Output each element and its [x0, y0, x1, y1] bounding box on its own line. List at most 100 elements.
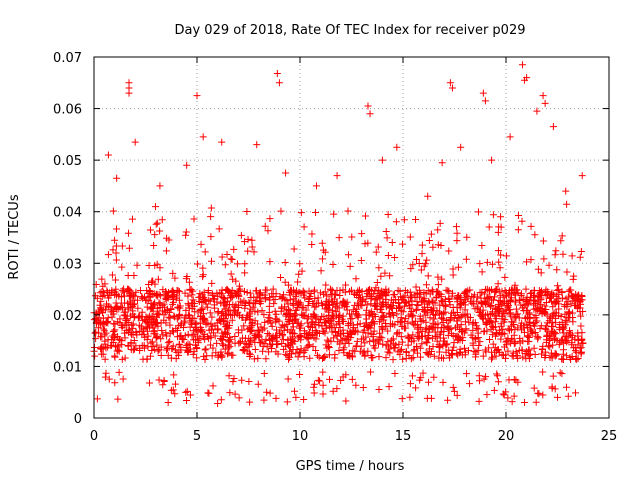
data-point	[433, 293, 441, 301]
data-point	[112, 249, 120, 257]
data-point	[166, 314, 174, 322]
data-point	[95, 329, 103, 337]
data-point	[335, 234, 343, 242]
data-point	[226, 389, 234, 397]
data-point	[397, 307, 405, 315]
data-point	[194, 260, 202, 268]
data-point	[311, 312, 319, 320]
data-point	[182, 388, 190, 396]
data-point	[515, 314, 523, 322]
data-point	[514, 324, 522, 332]
data-point	[494, 228, 502, 236]
data-point	[393, 143, 401, 151]
data-point	[420, 307, 428, 315]
data-point	[450, 387, 458, 395]
data-point	[228, 255, 236, 263]
data-point	[445, 317, 453, 325]
data-point	[464, 287, 472, 295]
data-point	[250, 248, 258, 256]
data-point	[183, 161, 191, 169]
data-point	[542, 322, 550, 330]
data-point	[407, 265, 415, 273]
data-point	[506, 297, 514, 305]
data-point	[573, 302, 581, 310]
data-point	[440, 334, 448, 342]
data-point	[129, 324, 137, 332]
data-point	[342, 303, 350, 311]
data-point	[331, 295, 339, 303]
data-point	[169, 328, 177, 336]
data-point	[275, 79, 283, 87]
data-point	[477, 299, 485, 307]
data-point	[521, 76, 529, 84]
data-point	[151, 203, 159, 211]
data-point	[476, 260, 484, 268]
data-point	[439, 315, 447, 323]
data-point	[340, 349, 348, 357]
data-point	[549, 372, 557, 380]
data-point	[429, 343, 437, 351]
data-point	[407, 293, 415, 301]
y-tick-label: 0	[74, 412, 82, 427]
data-point	[130, 336, 138, 344]
data-point	[435, 354, 443, 362]
data-point	[111, 326, 119, 334]
data-point	[538, 345, 546, 353]
data-point	[374, 286, 382, 294]
data-point	[423, 256, 431, 264]
data-point	[415, 293, 423, 301]
data-point	[152, 220, 160, 228]
data-point	[429, 243, 437, 251]
data-point	[495, 329, 503, 337]
data-point	[461, 348, 469, 356]
data-point	[213, 289, 221, 297]
data-point	[208, 279, 216, 287]
data-point	[312, 335, 320, 343]
data-point	[548, 384, 556, 392]
data-point	[175, 351, 183, 359]
data-point	[97, 304, 105, 312]
data-point	[252, 287, 260, 295]
data-point	[363, 315, 371, 323]
data-point	[199, 264, 207, 272]
data-point	[548, 352, 556, 360]
data-point	[350, 324, 358, 332]
data-point	[558, 232, 566, 240]
data-point	[326, 323, 334, 331]
data-point	[525, 309, 533, 317]
data-point	[244, 325, 252, 333]
data-point	[358, 288, 366, 296]
data-point	[486, 310, 494, 318]
data-point	[366, 309, 374, 317]
data-point	[508, 286, 516, 294]
data-point	[114, 395, 122, 403]
data-point	[207, 204, 215, 212]
data-point	[281, 258, 289, 266]
data-point	[277, 207, 285, 215]
data-point	[567, 291, 575, 299]
data-point	[197, 327, 205, 335]
data-point	[510, 331, 518, 339]
data-point	[400, 318, 408, 326]
data-point	[557, 237, 565, 245]
data-point	[277, 307, 285, 315]
data-point	[345, 339, 353, 347]
data-point	[476, 338, 484, 346]
data-point	[346, 287, 354, 295]
data-point	[339, 317, 347, 325]
data-point	[416, 312, 424, 320]
data-point	[281, 278, 289, 286]
data-point	[305, 322, 313, 330]
data-point	[213, 326, 221, 334]
y-axis-label: ROTI / TECUs	[7, 194, 22, 279]
data-point	[424, 287, 432, 295]
data-point	[409, 311, 417, 319]
data-point	[221, 298, 229, 306]
data-point	[553, 266, 561, 274]
data-point	[241, 260, 249, 268]
data-point	[271, 315, 279, 323]
data-point	[498, 312, 506, 320]
data-point	[473, 322, 481, 330]
data-point	[572, 348, 580, 356]
data-point	[301, 312, 309, 320]
